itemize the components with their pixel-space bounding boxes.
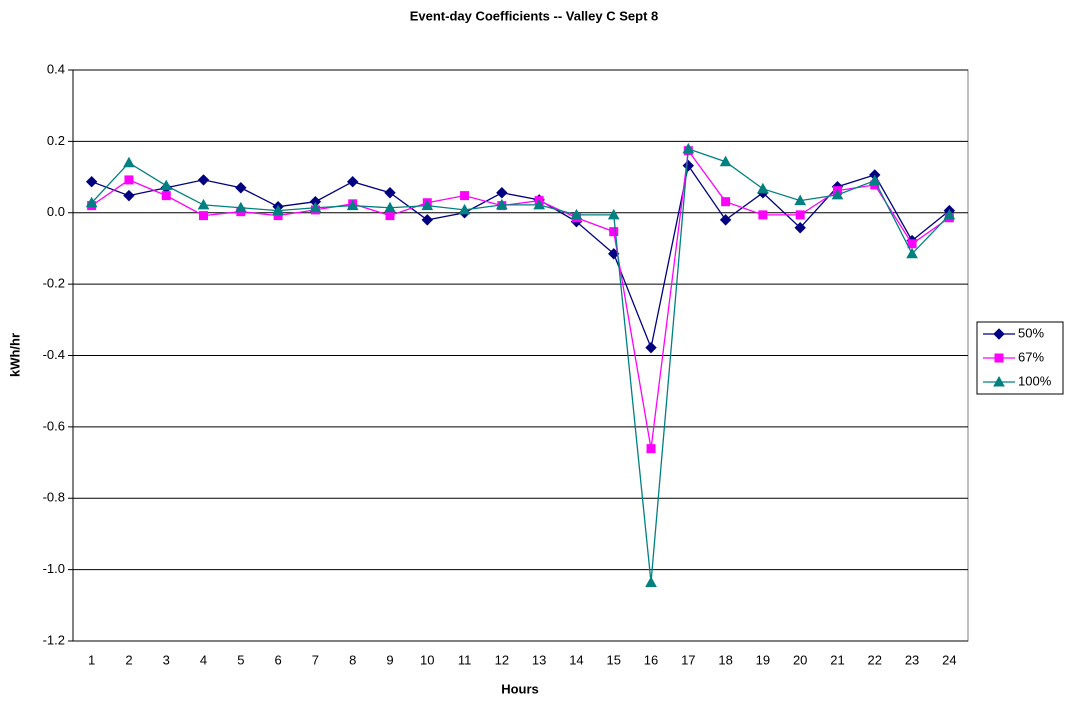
legend-label: 67% bbox=[1018, 349, 1044, 364]
y-tick-label: -1.0 bbox=[43, 561, 65, 576]
data-point bbox=[907, 239, 917, 249]
y-tick-label: 0.4 bbox=[47, 61, 65, 76]
y-tick-label: -1.2 bbox=[43, 632, 65, 647]
x-tick-label: 5 bbox=[237, 652, 244, 667]
data-point bbox=[421, 214, 433, 226]
y-axis-title: kWh/hr bbox=[7, 333, 22, 377]
data-point bbox=[197, 198, 210, 210]
legend-marker bbox=[994, 353, 1004, 363]
data-point bbox=[85, 196, 98, 208]
data-point bbox=[719, 155, 732, 167]
y-tick-label: 0.2 bbox=[47, 133, 65, 148]
data-point bbox=[161, 191, 171, 201]
data-point bbox=[646, 444, 656, 454]
data-point bbox=[570, 208, 583, 220]
data-point bbox=[346, 175, 359, 188]
data-point bbox=[385, 211, 395, 221]
data-point bbox=[794, 194, 807, 206]
x-tick-label: 24 bbox=[942, 652, 956, 667]
legend-marker bbox=[993, 328, 1005, 340]
series-line bbox=[91, 148, 950, 449]
x-tick-label: 17 bbox=[681, 652, 695, 667]
data-point bbox=[906, 247, 918, 259]
y-tick-label: -0.8 bbox=[43, 490, 65, 505]
x-tick-label: 4 bbox=[200, 652, 207, 667]
x-tick-label: 19 bbox=[756, 652, 770, 667]
data-point bbox=[758, 210, 768, 220]
legend-marker bbox=[993, 375, 1005, 387]
data-point bbox=[795, 210, 805, 220]
data-point bbox=[533, 198, 545, 210]
data-point bbox=[607, 208, 620, 220]
legend-label: 50% bbox=[1018, 325, 1044, 340]
x-tick-label: 7 bbox=[312, 652, 319, 667]
x-tick-label: 22 bbox=[868, 652, 882, 667]
data-point bbox=[123, 156, 135, 168]
x-tick-label: 23 bbox=[905, 652, 919, 667]
data-point bbox=[943, 208, 956, 220]
data-point bbox=[682, 142, 695, 154]
x-tick-label: 16 bbox=[644, 652, 658, 667]
y-tick-label: -0.4 bbox=[43, 347, 65, 362]
data-point bbox=[757, 182, 769, 194]
data-point bbox=[199, 211, 209, 221]
x-tick-label: 14 bbox=[569, 652, 583, 667]
data-point bbox=[682, 159, 695, 172]
data-point bbox=[123, 189, 135, 202]
y-tick-label: 0.0 bbox=[47, 204, 65, 219]
data-point bbox=[496, 187, 508, 199]
data-point bbox=[609, 227, 619, 237]
x-tick-label: 20 bbox=[793, 652, 807, 667]
data-point bbox=[309, 201, 322, 213]
x-tick-label: 9 bbox=[386, 652, 393, 667]
x-tick-label: 12 bbox=[495, 652, 509, 667]
x-tick-label: 10 bbox=[420, 652, 434, 667]
series-line bbox=[91, 164, 950, 350]
data-point bbox=[831, 188, 844, 200]
x-tick-label: 18 bbox=[718, 652, 732, 667]
chart-title: Event-day Coefficients -- Valley C Sept … bbox=[410, 8, 659, 23]
x-tick-label: 3 bbox=[163, 652, 170, 667]
data-point bbox=[346, 199, 359, 211]
data-point bbox=[496, 198, 508, 210]
data-point bbox=[124, 175, 134, 185]
data-point bbox=[458, 203, 471, 215]
data-point bbox=[272, 204, 284, 216]
y-tick-label: -0.2 bbox=[43, 276, 65, 291]
x-tick-label: 21 bbox=[830, 652, 844, 667]
data-point bbox=[645, 576, 657, 587]
data-point bbox=[460, 191, 470, 201]
x-tick-label: 1 bbox=[88, 652, 95, 667]
x-tick-label: 2 bbox=[125, 652, 132, 667]
data-point bbox=[719, 214, 732, 226]
data-point bbox=[794, 222, 806, 234]
data-point bbox=[645, 341, 657, 354]
y-tick-label: -0.6 bbox=[43, 418, 65, 433]
data-point bbox=[384, 201, 396, 213]
x-tick-label: 11 bbox=[458, 652, 472, 667]
x-axis-title: Hours bbox=[501, 681, 539, 696]
data-point bbox=[197, 174, 210, 186]
x-tick-label: 6 bbox=[274, 652, 281, 667]
data-point bbox=[234, 201, 247, 213]
data-point bbox=[85, 175, 98, 188]
data-point bbox=[868, 174, 881, 186]
x-tick-label: 15 bbox=[606, 652, 620, 667]
data-point bbox=[421, 199, 434, 211]
series-line bbox=[91, 147, 950, 583]
x-tick-label: 13 bbox=[532, 652, 546, 667]
x-tick-label: 8 bbox=[349, 652, 356, 667]
data-point bbox=[384, 187, 396, 199]
legend-label: 100% bbox=[1018, 373, 1052, 388]
data-point bbox=[235, 182, 247, 194]
data-point bbox=[721, 197, 731, 207]
data-point bbox=[160, 179, 173, 191]
